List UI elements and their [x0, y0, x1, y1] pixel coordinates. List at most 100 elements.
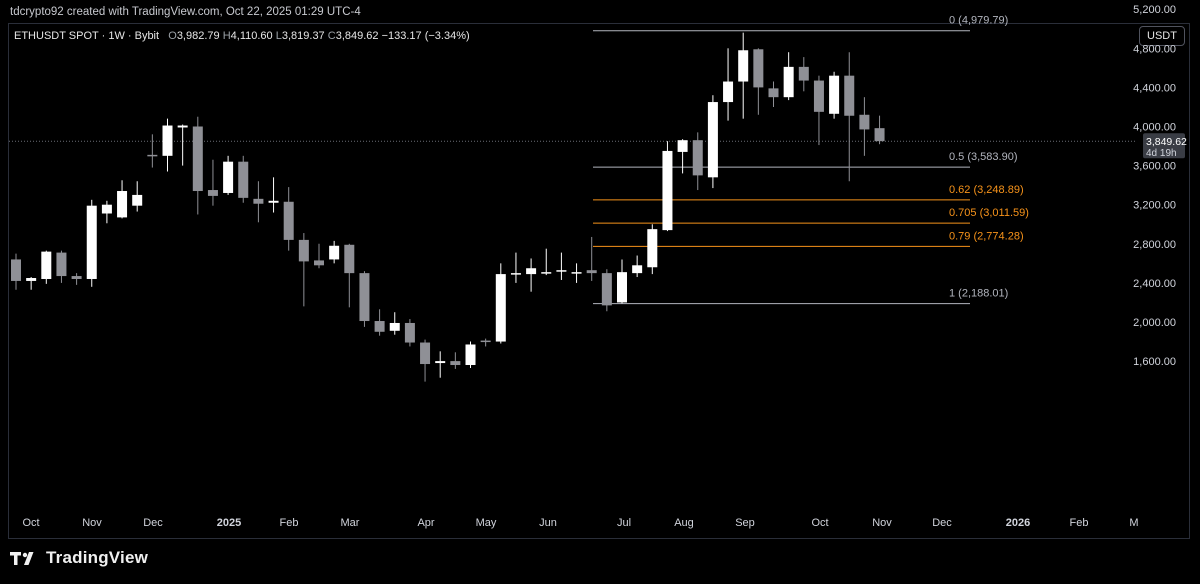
x-axis-tick-label: Dec — [143, 517, 163, 529]
candle-body — [692, 140, 703, 176]
candle-body — [510, 273, 521, 275]
candle-body — [677, 140, 688, 152]
y-axis-tick-label: 5,200.00 — [1133, 4, 1176, 16]
candle-body — [238, 161, 249, 198]
tradingview-logo-icon — [10, 552, 34, 565]
y-axis-tick-label: 4,400.00 — [1133, 82, 1176, 94]
candle-body — [495, 274, 506, 342]
fib-level-label: 0.79 (2,774.28) — [949, 230, 1024, 242]
x-axis-tick-label: Oct — [22, 517, 39, 529]
candle-body — [465, 344, 476, 366]
ohlc-legend: ETHUSDT SPOT · 1W · Bybit O3,982.79 H4,1… — [14, 30, 470, 42]
chart-credit: tdcrypto92 created with TradingView.com,… — [10, 6, 361, 18]
candle-body — [617, 272, 627, 303]
candle-body — [526, 268, 537, 275]
candle-body — [329, 245, 340, 260]
price-tag-countdown: 4d 19h — [1146, 148, 1177, 159]
candle-body — [707, 102, 718, 178]
candle-body — [662, 150, 673, 231]
candle-body — [647, 229, 658, 268]
candle-body — [344, 244, 355, 274]
high-key: H — [222, 30, 231, 42]
open-value: 3,982.79 — [176, 30, 220, 42]
low-value: 3,819.37 — [281, 30, 325, 42]
candle-body — [541, 272, 552, 274]
close-value: 3,849.62 — [335, 30, 379, 42]
candle-body — [632, 265, 643, 274]
candle-body — [844, 75, 855, 116]
high-value: 4,110.60 — [230, 30, 273, 42]
candle-body — [223, 161, 234, 193]
candle-body — [404, 322, 415, 343]
candle-body — [298, 239, 309, 262]
x-axis-tick-label: May — [476, 517, 497, 529]
candle-body — [177, 125, 188, 128]
candle-body — [571, 272, 582, 274]
candle-body — [253, 198, 264, 204]
x-axis-tick-label: Nov — [82, 517, 102, 529]
chart-frame — [8, 23, 1190, 539]
x-axis-tick-label: Feb — [280, 517, 299, 529]
candle-body — [738, 50, 749, 82]
x-axis-tick-label: Dec — [932, 517, 952, 529]
candle-body — [147, 154, 158, 157]
candle-body — [314, 260, 324, 266]
candle-body — [86, 205, 97, 279]
candle-body — [192, 126, 203, 192]
currency-button[interactable]: USDT — [1139, 26, 1185, 46]
candle-body — [783, 66, 794, 98]
candle-body — [723, 81, 734, 103]
y-axis-tick-label: 4,000.00 — [1133, 122, 1176, 134]
candle-body — [874, 128, 885, 142]
candle-body — [435, 361, 446, 364]
candle-body — [768, 88, 779, 98]
x-axis-tick-label: Oct — [811, 517, 828, 529]
fib-level-label: 0 (4,979.79) — [949, 15, 1008, 27]
candle-body — [132, 194, 143, 206]
y-axis-tick-label: 2,000.00 — [1133, 317, 1176, 329]
candle-body — [101, 204, 112, 214]
x-axis-tick-label: M — [1129, 517, 1138, 529]
candle-body — [162, 125, 173, 156]
candle-body — [283, 201, 294, 240]
candle-body — [829, 75, 840, 114]
x-axis-tick-label: 2026 — [1006, 517, 1030, 529]
fib-level-label: 1 (2,188.01) — [949, 288, 1008, 300]
candle-body — [71, 276, 82, 279]
candle-body — [813, 80, 824, 112]
candle-body — [556, 270, 567, 272]
symbol-label[interactable]: ETHUSDT SPOT · 1W · Bybit — [14, 30, 160, 42]
y-axis-tick-label: 2,400.00 — [1133, 278, 1176, 290]
candle-body — [26, 278, 37, 281]
candle-body — [859, 114, 870, 130]
x-axis-tick-label: Nov — [872, 517, 892, 529]
x-axis-tick-label: Jul — [617, 517, 631, 529]
fib-level-label: 0.62 (3,248.89) — [949, 184, 1024, 196]
x-axis-tick-label: Apr — [417, 517, 434, 529]
price-tag — [1143, 133, 1185, 159]
fib-level-label: 0.705 (3,011.59) — [949, 207, 1029, 219]
y-axis-tick-label: 4,800.00 — [1133, 43, 1176, 55]
candle-body — [268, 200, 279, 203]
x-axis-tick-label: 2025 — [217, 517, 241, 529]
low-key: L — [275, 30, 282, 42]
price-tag-value: 3,849.62 — [1146, 136, 1187, 148]
open-key: O — [168, 30, 177, 42]
x-axis-tick-label: Feb — [1070, 517, 1089, 529]
x-axis-tick-label: Jun — [539, 517, 557, 529]
candle-body — [389, 322, 400, 331]
candle-body — [41, 251, 52, 279]
x-axis-tick-label: Mar — [341, 517, 360, 529]
x-axis-tick-label: Aug — [674, 517, 694, 529]
x-axis-tick-label: Sep — [735, 517, 755, 529]
y-axis-tick-label: 3,200.00 — [1133, 200, 1176, 212]
brand-name: TradingView — [46, 548, 149, 567]
y-axis-tick-label: 1,600.00 — [1133, 356, 1176, 368]
candle-body — [420, 342, 431, 365]
candle-body — [798, 66, 809, 81]
candle-body — [11, 259, 21, 281]
close-key: C — [327, 30, 336, 42]
candle-body — [601, 273, 612, 306]
candle-body — [450, 361, 461, 366]
